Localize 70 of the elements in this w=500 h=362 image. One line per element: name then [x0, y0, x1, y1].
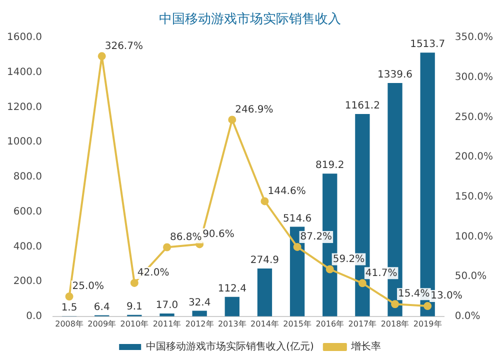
y2-tick-label: 250.0%	[454, 112, 494, 123]
y2-tick-label: 50.0%	[454, 271, 487, 282]
data-label: 1161.2	[344, 100, 380, 112]
data-label: 819.2	[316, 160, 344, 172]
x-tick-label: 2010年	[120, 319, 149, 328]
data-label: 1513.7	[410, 39, 446, 50]
point	[391, 300, 400, 308]
x-tick-label: 2009年	[88, 319, 116, 328]
data-label: 87.2%	[300, 232, 332, 243]
y-tick-label: 800.0	[13, 172, 42, 183]
point	[130, 278, 138, 287]
x-tick-label: 2008年	[55, 319, 84, 328]
y2-tick-label: 100.0%	[454, 231, 494, 242]
bar	[257, 268, 272, 316]
y-tick-label: 1400.0	[6, 67, 42, 78]
y-tick-label: 600.0	[13, 206, 42, 218]
data-label: 42.0%	[137, 268, 170, 279]
y-tick-label: 1200.0	[6, 102, 42, 113]
x-tick-label: 2019年	[413, 319, 442, 328]
x-tick-label: 2016年	[316, 319, 344, 328]
x-tick-label: 2012年	[185, 319, 214, 328]
y-tick-label: 1600.0	[6, 32, 42, 44]
y2-tick-label: 200.0%	[454, 152, 494, 163]
y-tick-label: 0.0	[26, 310, 42, 322]
data-label: 86.8%	[170, 232, 202, 243]
data-label: 112.4	[218, 283, 246, 294]
chart-title: 中国移动游戏市场实际销售收入	[159, 12, 341, 28]
point	[65, 292, 74, 300]
data-label: 246.9%	[235, 104, 274, 116]
bar	[224, 296, 240, 316]
data-label: 1.5	[61, 302, 78, 314]
legend-label: 增长率	[350, 340, 381, 353]
point	[228, 116, 236, 124]
data-label: 6.4	[94, 302, 110, 313]
data-label: 9.1	[126, 301, 142, 312]
x-tick-label: 2017年	[348, 319, 377, 328]
point	[326, 265, 334, 274]
data-label: 90.6%	[202, 228, 234, 240]
x-tick-label: 2015年	[283, 319, 312, 328]
point	[260, 197, 269, 206]
x-tick-label: 2014年	[250, 319, 279, 328]
point	[424, 302, 432, 310]
data-label: 274.9	[250, 255, 280, 266]
data-label: 41.7%	[365, 268, 398, 279]
point	[293, 242, 302, 251]
y2-tick-label: 300.0%	[454, 72, 494, 84]
legend-label: 中国移动游戏市场实际销售收入(亿元)	[146, 340, 314, 353]
data-label: 514.6	[282, 213, 312, 224]
y2-tick-label: 0.0%	[454, 310, 480, 322]
point	[358, 279, 366, 288]
y-tick-label: 200.0	[13, 276, 42, 288]
point	[98, 52, 106, 60]
y-tick-label: 1000.0	[6, 136, 42, 148]
point	[162, 243, 171, 252]
data-label: 17.0	[156, 300, 178, 312]
y2-tick-label: 150.0%	[454, 192, 494, 203]
data-label: 13.0%	[430, 290, 462, 302]
data-label: 326.7%	[104, 40, 143, 52]
x-tick-label: 2018年	[380, 319, 410, 328]
data-label: 32.4	[188, 297, 211, 308]
data-label: 25.0%	[72, 281, 104, 292]
x-tick-label: 2011年	[152, 319, 182, 328]
data-label: 1339.6	[378, 70, 413, 81]
data-label: 144.6%	[268, 186, 306, 197]
y-tick-label: 400.0	[13, 241, 42, 252]
y2-tick-label: 350.0%	[454, 32, 494, 44]
x-tick-label: 2013年	[218, 319, 246, 328]
data-label: 15.4%	[398, 288, 430, 300]
data-label: 59.2%	[332, 254, 365, 265]
bar	[192, 310, 207, 316]
